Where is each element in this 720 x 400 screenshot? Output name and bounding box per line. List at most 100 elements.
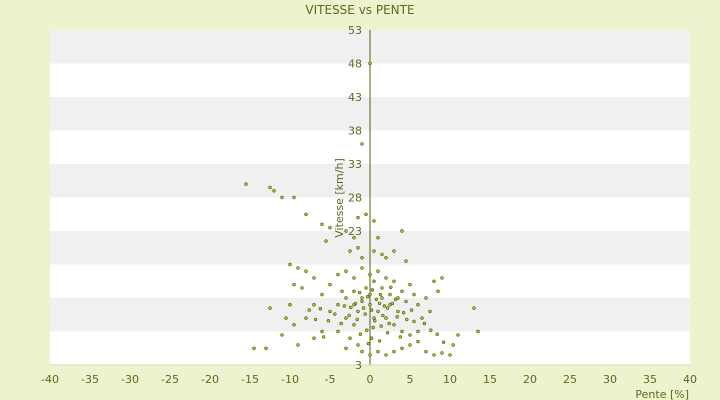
data-point	[392, 249, 396, 253]
data-point	[328, 282, 332, 287]
data-point	[424, 296, 428, 300]
data-point	[352, 276, 356, 280]
data-point	[424, 349, 428, 354]
data-point	[268, 306, 272, 310]
data-point	[404, 299, 408, 304]
x-tick-labels: -40 -35 -30 -25 -20 -15 -10 -5 0 5 10 15 20 25 30 35 40	[41, 373, 697, 386]
data-point	[357, 290, 362, 295]
data-point	[432, 353, 436, 357]
data-point	[363, 312, 367, 316]
data-point	[412, 319, 416, 324]
data-point	[336, 303, 340, 307]
data-point	[412, 292, 416, 297]
data-point	[374, 297, 379, 301]
x-tick-label: -25	[161, 373, 179, 386]
data-point	[373, 319, 377, 323]
data-point	[328, 226, 332, 230]
data-point	[378, 292, 383, 297]
data-point	[401, 311, 406, 315]
data-point	[358, 332, 363, 336]
data-point	[368, 353, 372, 357]
data-point	[384, 316, 388, 320]
data-point	[380, 286, 384, 290]
data-point	[318, 307, 323, 311]
data-point	[292, 323, 296, 327]
data-point	[416, 339, 420, 344]
data-point	[432, 279, 436, 283]
data-point	[408, 333, 412, 337]
x-tick-label: 15	[483, 373, 497, 386]
data-point	[435, 332, 439, 336]
data-point	[264, 346, 268, 350]
data-point	[296, 343, 300, 347]
data-point	[353, 301, 358, 306]
data-point	[366, 341, 371, 346]
data-point	[296, 266, 300, 270]
data-point	[340, 289, 344, 293]
x-tick-label: 20	[523, 373, 537, 386]
data-point	[393, 297, 398, 301]
data-point	[361, 306, 366, 310]
data-point	[376, 349, 380, 354]
data-point	[429, 328, 433, 332]
data-point	[395, 315, 399, 319]
data-point	[364, 212, 368, 217]
data-point	[376, 236, 380, 240]
data-point	[365, 328, 369, 332]
y-tick-label: 48	[348, 58, 362, 71]
x-tick-label: 40	[683, 373, 697, 386]
data-point	[356, 309, 360, 314]
data-point	[392, 323, 396, 327]
data-point	[372, 249, 376, 253]
data-point	[344, 346, 348, 350]
data-point	[312, 303, 316, 307]
data-point	[456, 333, 460, 337]
data-point	[348, 249, 352, 253]
data-point	[390, 301, 395, 306]
data-point	[360, 296, 364, 300]
data-point	[272, 189, 276, 193]
data-point	[320, 292, 324, 297]
data-point	[380, 252, 384, 257]
data-point	[292, 195, 296, 200]
x-tick-label: -30	[121, 373, 139, 386]
data-point	[304, 316, 308, 320]
data-point	[364, 286, 368, 290]
data-point	[307, 308, 311, 312]
x-tick-label: 30	[603, 373, 617, 386]
data-point	[344, 296, 348, 300]
data-point	[396, 309, 400, 314]
x-tick-label: 35	[643, 373, 657, 386]
data-point	[398, 335, 403, 339]
data-point	[448, 353, 452, 357]
data-point	[372, 279, 376, 283]
data-point	[384, 353, 388, 357]
data-point	[324, 239, 328, 243]
data-point	[280, 195, 284, 200]
data-point	[400, 346, 404, 350]
data-point	[349, 305, 353, 310]
data-point	[300, 286, 304, 290]
data-point	[476, 329, 480, 334]
data-point	[408, 282, 412, 287]
y-tick-label: 53	[348, 24, 362, 37]
data-point	[376, 309, 380, 314]
data-point	[268, 185, 272, 190]
data-point	[244, 182, 248, 186]
data-point	[360, 142, 364, 146]
x-tick-label: -15	[241, 373, 259, 386]
data-point	[356, 215, 360, 220]
data-point	[360, 349, 364, 354]
data-point	[376, 269, 380, 273]
x-axis-label: Pente [%]	[635, 388, 689, 400]
data-point	[369, 336, 374, 340]
data-point	[344, 229, 348, 233]
data-point	[440, 276, 444, 280]
data-point	[344, 269, 348, 273]
y-tick-label: 3	[355, 359, 362, 372]
data-point	[416, 303, 420, 307]
data-point	[365, 295, 370, 299]
x-tick-label: -40	[41, 373, 59, 386]
data-point	[422, 321, 427, 326]
